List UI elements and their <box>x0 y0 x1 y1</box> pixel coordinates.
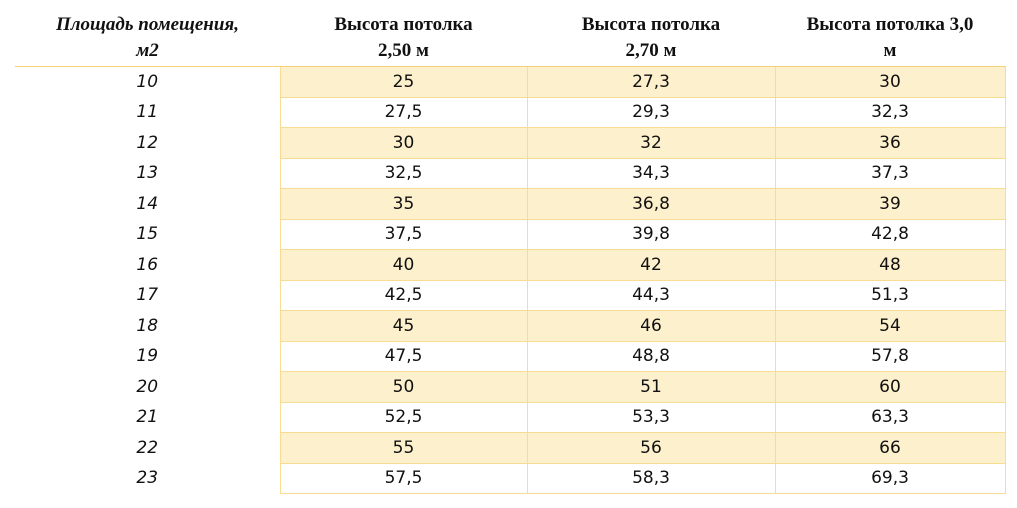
value-cell: 37,5 <box>279 218 528 250</box>
area-cell: 22 <box>136 437 159 458</box>
value-cell: 53,3 <box>526 401 776 433</box>
value-cell: 45 <box>279 310 528 342</box>
table-row: 17 42,5 44,3 51,3 <box>15 279 1006 311</box>
table-row: 11 27,5 29,3 32,3 <box>15 96 1006 128</box>
value-cell: 47,5 <box>279 340 528 372</box>
value-cell: 39 <box>774 188 1006 220</box>
header-line: Высота потолка 3,0 <box>806 14 974 35</box>
table-row: 14 35 36,8 39 <box>15 188 1006 220</box>
value-cell: 66 <box>774 432 1006 464</box>
table-row: 18 45 46 54 <box>15 310 1006 342</box>
area-cell: 18 <box>136 315 159 336</box>
area-cell: 16 <box>136 254 159 275</box>
header-line: м <box>883 40 897 61</box>
value-cell: 40 <box>279 249 528 281</box>
header-line: Высота потолка <box>334 14 473 35</box>
area-cell: 20 <box>136 376 159 397</box>
table: Площадь помещения, м2 Высота потолка 2,50 м… <box>15 8 1006 494</box>
value-cell: 35 <box>279 188 528 220</box>
area-cell: 14 <box>136 193 159 214</box>
value-cell: 48 <box>774 249 1006 281</box>
table-row: 10 25 27,3 30 <box>15 66 1006 98</box>
header-line: 2,70 м <box>625 40 677 61</box>
value-cell: 36 <box>774 127 1006 159</box>
value-cell: 60 <box>774 371 1006 403</box>
value-cell: 36,8 <box>526 188 776 220</box>
value-cell: 30 <box>279 127 528 159</box>
value-cell: 42 <box>526 249 776 281</box>
value-cell: 32,5 <box>279 157 528 189</box>
table-row: 20 50 51 60 <box>15 371 1006 403</box>
value-cell: 30 <box>774 66 1006 98</box>
value-cell: 42,5 <box>279 279 528 311</box>
value-cell: 69,3 <box>774 462 1006 494</box>
area-cell: 23 <box>136 468 159 489</box>
header-line: 2,50 м <box>378 40 429 61</box>
value-cell: 54 <box>774 310 1006 342</box>
area-cell: 17 <box>136 285 159 306</box>
table-row: 22 55 56 66 <box>15 432 1006 464</box>
area-cell: 10 <box>136 72 159 92</box>
value-cell: 27,3 <box>526 66 776 98</box>
value-cell: 34,3 <box>526 157 776 189</box>
value-cell: 50 <box>279 371 528 403</box>
header-cell: Высота потолка 3,0 м <box>775 8 1005 67</box>
value-cell: 51 <box>526 371 776 403</box>
value-cell: 56 <box>526 432 776 464</box>
header-line: м2 <box>136 40 159 61</box>
area-cell: 12 <box>136 132 159 153</box>
table-row: 19 47,5 48,8 57,8 <box>15 340 1006 372</box>
header-line: Высота потолка <box>581 14 721 35</box>
header-cell: Высота потолка 2,70 м <box>527 8 775 67</box>
value-cell: 57,5 <box>279 462 528 494</box>
value-cell: 29,3 <box>526 96 776 128</box>
value-cell: 48,8 <box>526 340 776 372</box>
header-line: Площадь помещения, <box>56 14 239 35</box>
table-row: 13 32,5 34,3 37,3 <box>15 157 1006 189</box>
header-cell: Высота потолка 2,50 м <box>280 8 527 67</box>
value-cell: 55 <box>279 432 528 464</box>
value-cell: 58,3 <box>526 462 776 494</box>
value-cell: 37,3 <box>774 157 1006 189</box>
value-cell: 46 <box>526 310 776 342</box>
value-cell: 57,8 <box>774 340 1006 372</box>
area-cell: 19 <box>136 346 159 367</box>
value-cell: 52,5 <box>279 401 528 433</box>
value-cell: 51,3 <box>774 279 1006 311</box>
value-cell: 42,8 <box>774 218 1006 250</box>
area-cell: 21 <box>136 407 159 428</box>
value-cell: 32 <box>526 127 776 159</box>
table-wrap: Площадь помещения, м2 Высота потолка 2,50 м… <box>15 8 1006 494</box>
table-row: 15 37,5 39,8 42,8 <box>15 218 1006 250</box>
table-row: 16 40 42 48 <box>15 249 1006 281</box>
area-cell: 15 <box>136 224 159 245</box>
value-cell: 27,5 <box>279 96 528 128</box>
table-row: 23 57,5 58,3 69,3 <box>15 462 1006 494</box>
table-body: 10 25 27,3 30 11 27,5 29,3 32,3 12 30 32 36 13 32,5 34… <box>15 66 1006 494</box>
area-cell: 13 <box>136 163 159 184</box>
area-cell: 11 <box>136 102 159 123</box>
value-cell: 25 <box>279 66 528 98</box>
header-cell: Площадь помещения, м2 <box>15 8 280 67</box>
value-cell: 32,3 <box>774 96 1006 128</box>
value-cell: 44,3 <box>526 279 776 311</box>
table-row: 21 52,5 53,3 63,3 <box>15 401 1006 433</box>
value-cell: 39,8 <box>526 218 776 250</box>
header-row: Площадь помещения, м2 Высота потолка 2,50 м… <box>15 8 1005 67</box>
value-cell: 63,3 <box>774 401 1006 433</box>
table-row: 12 30 32 36 <box>15 127 1006 159</box>
